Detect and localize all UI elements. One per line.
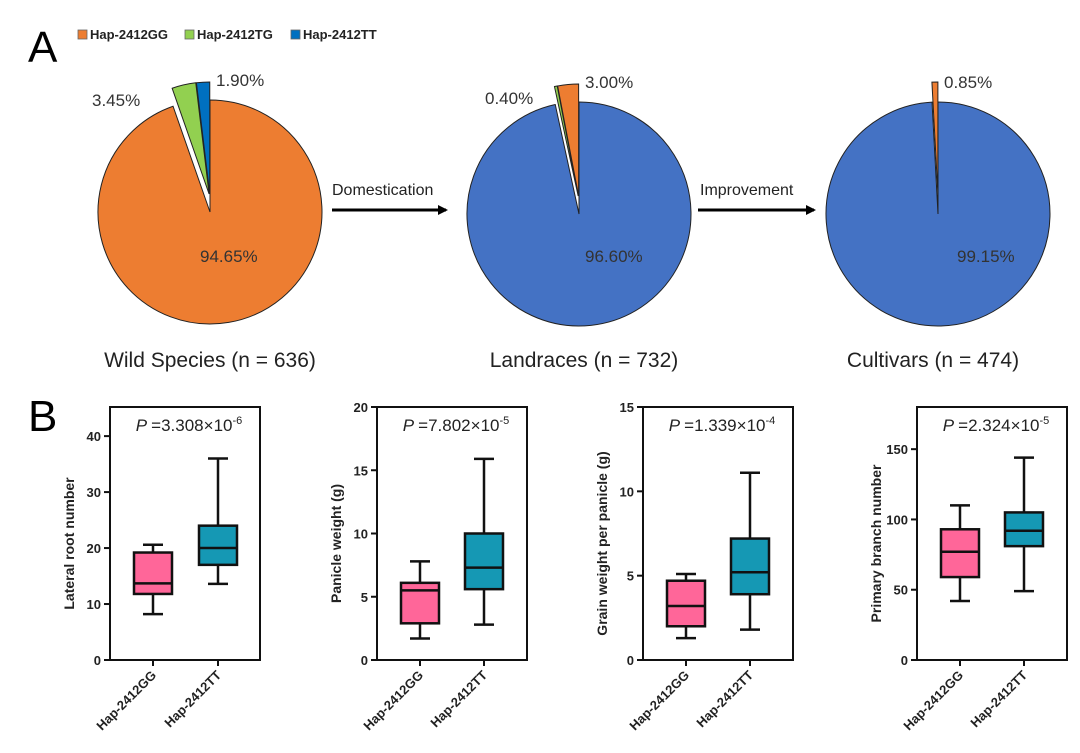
pie-landraces-label-tt: 96.60% — [585, 247, 643, 266]
pie-slice-hap-2412tt — [825, 101, 1051, 327]
y-tick-label: 0 — [361, 653, 368, 668]
x-category-label: Hap-2412TT — [693, 667, 756, 730]
box-iqr — [197, 524, 239, 567]
boxplot-grain-weight-per-panicle: 0 5 10 15 Grain weight per panicle (g) P =1.3… — [594, 400, 794, 734]
x-category-label: Hap-2412TT — [161, 667, 224, 730]
pie-wild-label-gg: 94.65% — [200, 247, 258, 266]
pie-slice-hap-2412gg — [557, 83, 580, 197]
y-axis-title: Grain weight per panicle (g) — [594, 451, 610, 635]
box-hap-2412tt — [1003, 456, 1045, 593]
pie-slice-hap-2412gg — [931, 81, 939, 195]
box-iqr — [665, 579, 707, 628]
pie-wild-species — [97, 81, 323, 325]
box-hap-2412gg — [665, 572, 707, 640]
pie-landraces-label-gg: 3.00% — [585, 73, 633, 92]
p-value-label: P =1.339×10-4 — [669, 415, 776, 435]
y-tick-label: 150 — [886, 442, 908, 457]
pie-wild-label-tt: 1.90% — [216, 71, 264, 90]
pie-landraces-label-tg: 0.40% — [485, 89, 533, 108]
y-tick-label: 5 — [361, 590, 368, 605]
plot-frame — [376, 406, 528, 661]
box-iqr — [399, 581, 441, 625]
y-axis-title: Panicle weight (g) — [328, 484, 344, 603]
legend-swatch-tg — [184, 29, 195, 40]
box-hap-2412gg — [132, 543, 174, 616]
p-value-label: P =2.324×10-5 — [943, 415, 1050, 435]
y-tick-label: 10 — [87, 597, 101, 612]
legend-label-gg: Hap-2412GG — [90, 27, 168, 42]
y-tick-label: 0 — [627, 653, 634, 668]
box-iqr — [463, 532, 505, 591]
box-iqr — [132, 551, 174, 596]
p-value-label: P =3.308×10-6 — [136, 415, 243, 435]
y-tick-label: 15 — [354, 463, 368, 478]
arrow-domestication-label: Domestication — [332, 182, 433, 199]
x-category-label: Hap-2412GG — [360, 668, 426, 734]
box-hap-2412tt — [463, 457, 505, 626]
box-iqr — [939, 528, 981, 579]
y-axis-title: Primary branch number — [868, 464, 884, 622]
panel-a-letter: A — [28, 23, 58, 72]
y-tick-label: 5 — [627, 569, 634, 584]
legend-swatch-gg — [77, 29, 88, 40]
box-hap-2412gg — [399, 560, 441, 640]
pie-slice-hap-2412tt — [466, 101, 692, 327]
y-axis-title: Lateral root number — [61, 477, 77, 610]
arrow-improvement-label: Improvement — [700, 182, 794, 199]
pie-cultivars — [825, 81, 1051, 327]
y-tick-label: 15 — [620, 400, 634, 415]
panel-b-letter: B — [28, 392, 57, 441]
pie-cultivars-label-tt: 99.15% — [957, 247, 1015, 266]
pie-slice-hap-2412tg — [171, 82, 210, 195]
box-iqr — [729, 537, 771, 596]
x-category-label: Hap-2412TT — [427, 667, 490, 730]
x-category-label: Hap-2412GG — [900, 668, 966, 734]
p-value-label: P =7.802×10-5 — [403, 415, 510, 435]
legend: Hap-2412GG Hap-2412TG Hap-2412TT — [77, 27, 377, 42]
pie-slice-hap-2412tt — [195, 81, 211, 195]
y-tick-label: 50 — [894, 583, 908, 598]
y-tick-label: 20 — [87, 541, 101, 556]
plot-frame — [916, 406, 1068, 661]
x-category-label: Hap-2412GG — [93, 668, 159, 734]
arrow-improvement: Improvement — [698, 182, 816, 215]
y-tick-label: 100 — [886, 512, 908, 527]
legend-item-tt: Hap-2412TT — [290, 27, 377, 42]
box-hap-2412tt — [197, 457, 239, 586]
pie-cultivars-label-gg: 0.85% — [944, 73, 992, 92]
legend-swatch-tt — [290, 29, 301, 40]
x-category-label: Hap-2412GG — [626, 668, 692, 734]
plot-frame — [109, 406, 261, 661]
legend-label-tg: Hap-2412TG — [197, 27, 273, 42]
pie-slice-hap-2412gg — [97, 99, 323, 325]
legend-item-tg: Hap-2412TG — [184, 27, 273, 42]
pie-landraces-caption: Landraces (n = 732) — [490, 349, 679, 372]
box-iqr — [1003, 511, 1045, 548]
legend-label-tt: Hap-2412TT — [303, 27, 377, 42]
plot-frame — [642, 406, 794, 661]
box-hap-2412tt — [729, 471, 771, 631]
box-hap-2412gg — [939, 504, 981, 603]
y-tick-label: 40 — [87, 429, 101, 444]
boxplot-lateral-root-number: 0 10 20 30 40 Lateral root number P =3.308×10-… — [61, 406, 261, 734]
y-tick-label: 0 — [94, 653, 101, 668]
legend-item-gg: Hap-2412GG — [77, 27, 168, 42]
pie-wild-label-tg: 3.45% — [92, 91, 140, 110]
y-tick-label: 20 — [354, 400, 368, 415]
y-tick-label: 0 — [901, 653, 908, 668]
boxplot-panicle-weight: 0 5 10 15 20 Panicle weight (g) P =7.802×10-5 H… — [328, 400, 528, 734]
y-tick-label: 10 — [354, 527, 368, 542]
pie-landraces — [466, 83, 692, 327]
pie-cultivars-caption: Cultivars (n = 474) — [847, 349, 1019, 372]
y-tick-label: 10 — [620, 484, 634, 499]
x-category-label: Hap-2412TT — [967, 667, 1030, 730]
y-tick-label: 30 — [87, 485, 101, 500]
arrow-domestication: Domestication — [332, 182, 448, 215]
pie-wild-caption: Wild Species (n = 636) — [104, 349, 316, 372]
